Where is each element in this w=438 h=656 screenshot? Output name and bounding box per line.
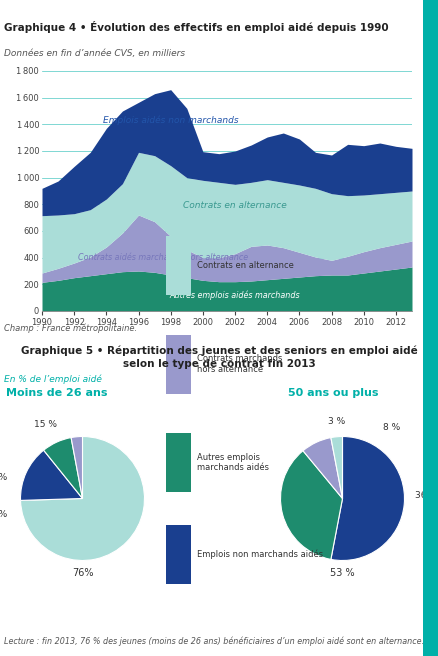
Text: selon le type de contrat fin 2013: selon le type de contrat fin 2013 (123, 359, 315, 369)
Wedge shape (44, 438, 82, 499)
Text: Contrats en alternance: Contrats en alternance (197, 261, 294, 270)
Text: Contrats marchands
hors alternance: Contrats marchands hors alternance (197, 354, 283, 374)
Text: Contrats aidés marchands hors alternance: Contrats aidés marchands hors alternance (78, 253, 248, 262)
Wedge shape (21, 436, 145, 560)
Text: Emplois aidés non marchands: Emplois aidés non marchands (103, 115, 239, 125)
Text: Champ : France métropolitaine.: Champ : France métropolitaine. (4, 323, 138, 333)
Text: Graphique 5 • Répartition des jeunes et des seniors en emploi aidé: Graphique 5 • Répartition des jeunes et … (21, 346, 417, 356)
Text: 8 %: 8 % (384, 423, 401, 432)
Text: Emplois non marchands aidés: Emplois non marchands aidés (197, 550, 323, 559)
Text: 53 %: 53 % (330, 568, 355, 578)
Text: En % de l’emploi aidé: En % de l’emploi aidé (4, 374, 102, 384)
Text: Contrats en alternance: Contrats en alternance (183, 201, 287, 210)
Text: Données en fin d’année CVS, en milliers: Données en fin d’année CVS, en milliers (4, 49, 186, 58)
Text: Autres emplois
marchands aidés: Autres emplois marchands aidés (197, 453, 269, 472)
Wedge shape (21, 450, 82, 501)
Text: 36 %: 36 % (415, 491, 438, 501)
Text: 8 %: 8 % (0, 473, 7, 482)
Wedge shape (331, 436, 405, 560)
Wedge shape (303, 438, 343, 499)
Text: 3 %: 3 % (0, 510, 7, 519)
Text: Autres emplois aidés marchands: Autres emplois aidés marchands (170, 291, 300, 300)
Text: Lecture : fin 2013, 76 % des jeunes (moins de 26 ans) bénéficiaires d’un emploi : Lecture : fin 2013, 76 % des jeunes (moi… (4, 636, 424, 646)
Text: 50 ans ou plus: 50 ans ou plus (288, 388, 378, 398)
Text: 15 %: 15 % (34, 420, 57, 429)
Wedge shape (331, 436, 343, 499)
Text: 3 %: 3 % (328, 417, 345, 426)
Text: Graphique 4 • Évolution des effectifs en emploi aidé depuis 1990: Graphique 4 • Évolution des effectifs en… (4, 21, 389, 33)
Text: Moins de 26 ans: Moins de 26 ans (6, 388, 108, 398)
Wedge shape (71, 436, 82, 499)
Wedge shape (280, 451, 343, 560)
Text: 76%: 76% (72, 568, 93, 578)
